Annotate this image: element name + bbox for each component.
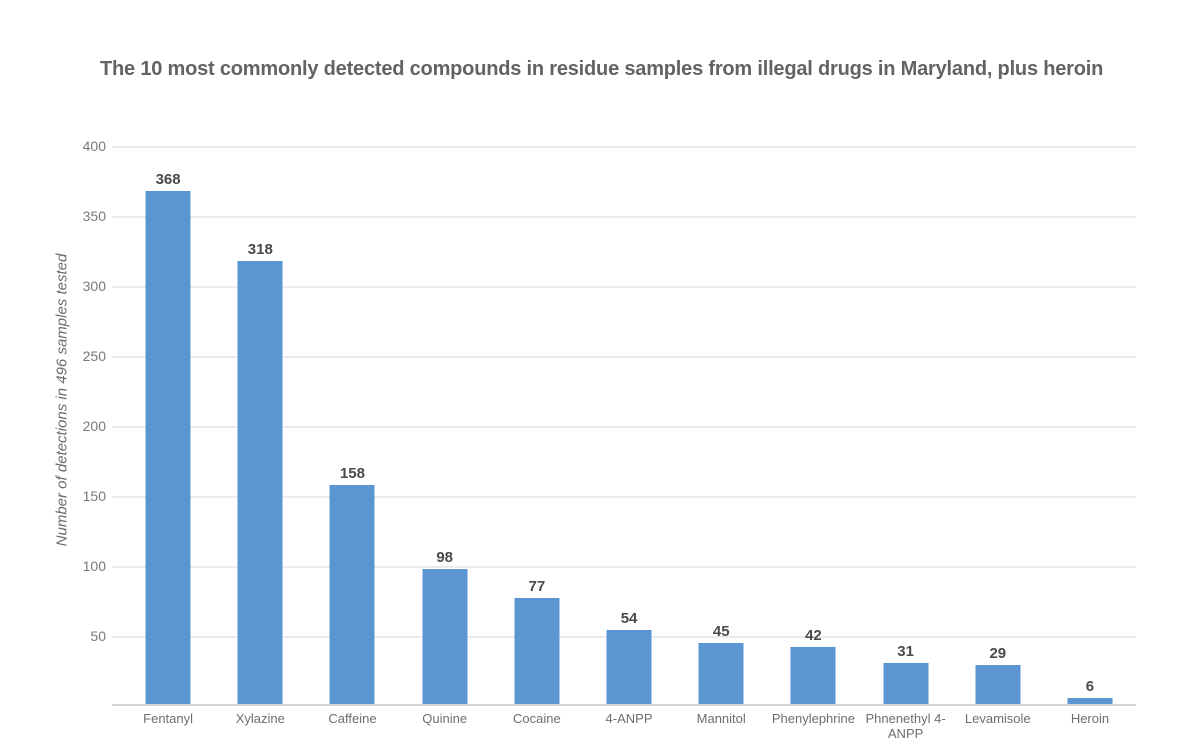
bar-value-label: 77 bbox=[528, 578, 546, 596]
x-category-label: Heroin bbox=[1070, 711, 1110, 726]
bar-Heroin bbox=[1067, 697, 1113, 706]
bar-value-label: 31 bbox=[897, 642, 914, 660]
gridline-300 bbox=[112, 286, 1136, 288]
x-axis-category-labels: Fentanyl Xylazine Caffeine Quinine Cocaine 4-… bbox=[122, 711, 1136, 741]
bar-slot-Phenylephrine: 42 bbox=[767, 146, 859, 706]
bar-value-label: 29 bbox=[989, 645, 1007, 663]
bar-Caffeine bbox=[329, 484, 375, 706]
x-category-label: Fentanyl bbox=[143, 711, 194, 726]
gridline-150 bbox=[112, 496, 1136, 498]
x-category-label: Phenylephrine bbox=[771, 711, 855, 726]
y-tick-label-350: 350 bbox=[82, 208, 106, 224]
gridline-250 bbox=[112, 356, 1136, 358]
bar-Levamisole bbox=[975, 665, 1021, 706]
x-category-label: Quinine bbox=[422, 711, 468, 726]
y-tick-label-200: 200 bbox=[82, 418, 106, 434]
bar-value-label: 158 bbox=[339, 464, 365, 482]
bar-slot-4-ANPP: 54 bbox=[583, 146, 675, 706]
bar-Phnenethyl 4-ANPP bbox=[883, 662, 929, 706]
bar-Quinine bbox=[422, 568, 468, 706]
bar-Cocaine bbox=[514, 598, 560, 706]
gridline-400 bbox=[112, 146, 1136, 148]
y-tick-label-150: 150 bbox=[82, 488, 106, 504]
bar-slot-Cocaine: 77 bbox=[491, 146, 583, 706]
bar-Phenylephrine bbox=[790, 647, 836, 706]
plot-area: 368 318 158 98 77 54 45 42 31 29 6 bbox=[122, 146, 1136, 706]
bar-slot-Mannitol: 45 bbox=[675, 146, 767, 706]
bar-Xylazine bbox=[237, 260, 283, 706]
x-category-label: Levamisole bbox=[964, 711, 1031, 726]
bar-value-label: 6 bbox=[1085, 677, 1095, 695]
gridline-200 bbox=[112, 426, 1136, 428]
bar-value-label: 54 bbox=[620, 610, 638, 628]
bar-slot-Caffeine: 158 bbox=[306, 146, 398, 706]
bar-slot-Levamisole: 29 bbox=[952, 146, 1044, 706]
x-category-label: Cocaine bbox=[512, 711, 561, 726]
bar-Mannitol bbox=[698, 643, 744, 706]
y-tick-label-300: 300 bbox=[82, 278, 106, 294]
y-tick-label-100: 100 bbox=[82, 558, 106, 574]
bar-slot-Xylazine: 318 bbox=[214, 146, 306, 706]
x-axis-line bbox=[112, 704, 1136, 706]
bar-value-label: 98 bbox=[436, 548, 453, 566]
bar-value-label: 318 bbox=[247, 240, 273, 258]
bar-Fentanyl bbox=[145, 190, 191, 706]
x-category-label: Mannitol bbox=[696, 711, 746, 726]
x-category-label: Phnenethyl 4-ANPP bbox=[865, 711, 946, 741]
gridline-350 bbox=[112, 216, 1136, 218]
bar-value-label: 45 bbox=[712, 623, 730, 640]
chart-title: The 10 most commonly detected compounds … bbox=[100, 58, 1104, 80]
gridline-100 bbox=[112, 566, 1136, 568]
x-category-label: Xylazine bbox=[235, 711, 285, 726]
bar-slot-Fentanyl: 368 bbox=[122, 146, 214, 706]
bar-slot-Phnenethyl 4-ANPP: 31 bbox=[860, 146, 952, 706]
x-category-label: Caffeine bbox=[328, 711, 377, 726]
bar-slot-Quinine: 98 bbox=[399, 146, 491, 706]
bar-slot-Heroin: 6 bbox=[1044, 146, 1136, 706]
bar-4-ANPP bbox=[606, 630, 652, 706]
bar-value-label: 368 bbox=[155, 170, 181, 188]
y-tick-label-400: 400 bbox=[82, 138, 106, 154]
x-category-label: 4-ANPP bbox=[605, 711, 653, 726]
y-tick-label-250: 250 bbox=[82, 348, 106, 364]
y-tick-label-50: 50 bbox=[90, 628, 106, 644]
bar-value-label: 42 bbox=[805, 627, 822, 645]
